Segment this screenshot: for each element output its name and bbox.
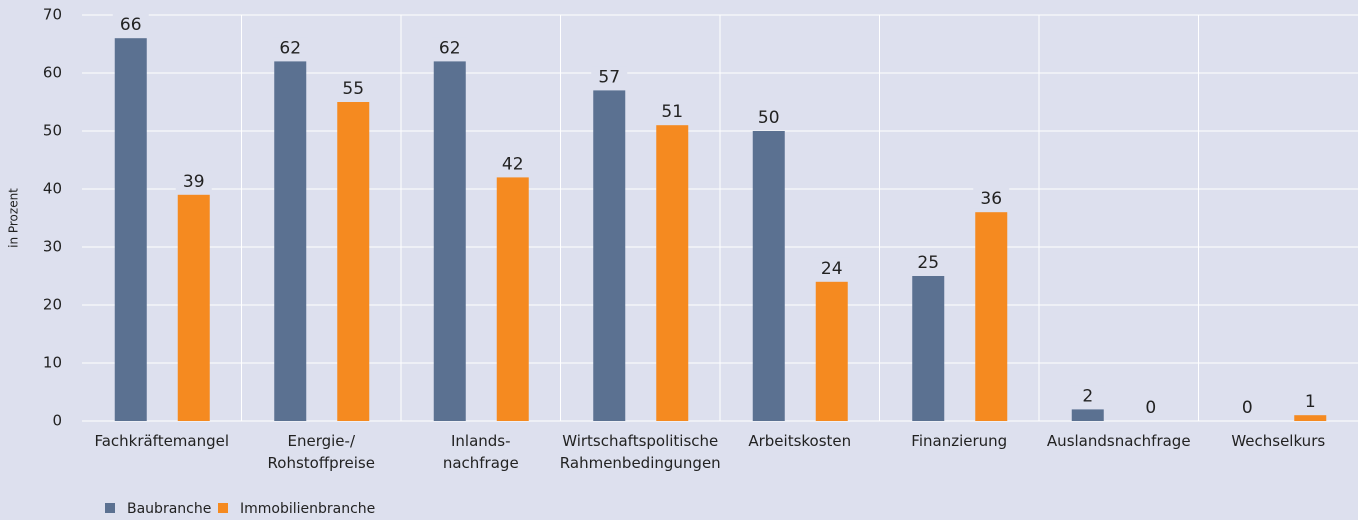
x-tick-label: Inlands-nachfrage bbox=[443, 432, 519, 472]
y-tick-label: 40 bbox=[43, 180, 62, 198]
y-tick-label: 30 bbox=[43, 238, 62, 256]
x-tick-label-line: Energie-/ bbox=[288, 432, 356, 450]
x-tick-label-line: Rahmenbedingungen bbox=[560, 454, 721, 472]
value-label: 0 bbox=[1145, 398, 1156, 418]
bar bbox=[656, 125, 689, 421]
bar bbox=[496, 177, 529, 421]
value-label: 24 bbox=[821, 259, 843, 279]
y-tick-label: 10 bbox=[43, 354, 62, 372]
value-label: 42 bbox=[502, 154, 524, 174]
value-label: 39 bbox=[183, 172, 205, 192]
value-label: 2 bbox=[1082, 386, 1093, 406]
x-tick-label-line: Wirtschaftspolitische bbox=[562, 432, 718, 450]
y-tick-label: 0 bbox=[52, 412, 62, 430]
x-tick-label-line: Auslandsnachfrage bbox=[1047, 432, 1191, 450]
value-label: 62 bbox=[439, 38, 461, 58]
value-label: 55 bbox=[342, 79, 364, 99]
value-label-bg bbox=[112, 14, 149, 35]
value-label-bg bbox=[910, 252, 947, 272]
value-label-bg bbox=[750, 107, 787, 127]
bar bbox=[975, 212, 1008, 421]
bar bbox=[815, 281, 848, 421]
x-tick-label: Energie-/ Rohstoffpreise bbox=[268, 432, 375, 472]
value-label-bg bbox=[1132, 397, 1169, 417]
value-label-bg bbox=[335, 78, 372, 98]
bar bbox=[593, 90, 626, 422]
value-label-bg bbox=[1229, 397, 1266, 417]
value-label: 0 bbox=[1242, 398, 1253, 418]
x-tick-label-line: Inlands- bbox=[451, 432, 511, 450]
bar bbox=[912, 276, 945, 421]
y-tick-label: 50 bbox=[43, 122, 62, 140]
value-label-bg bbox=[654, 101, 691, 122]
value-label: 62 bbox=[279, 38, 301, 58]
x-tick-label-line: Arbeitskosten bbox=[748, 432, 851, 450]
value-label-bg bbox=[591, 66, 628, 87]
y-tick-label: 70 bbox=[43, 6, 62, 24]
bar bbox=[1294, 415, 1327, 421]
x-tick-label-line: Wechselkurs bbox=[1231, 432, 1325, 450]
bar bbox=[1071, 409, 1104, 421]
value-label: 50 bbox=[758, 108, 780, 128]
legend-label: Baubranche bbox=[127, 501, 211, 517]
x-tick-label: Fachkräftemangel bbox=[94, 432, 229, 450]
value-label-bg bbox=[813, 257, 850, 278]
bar bbox=[177, 194, 210, 421]
value-label: 66 bbox=[120, 15, 142, 35]
bar bbox=[433, 61, 466, 422]
y-tick-label: 20 bbox=[43, 296, 62, 314]
x-tick-label-line: Fachkräftemangel bbox=[94, 432, 229, 450]
x-tick-label: Wechselkurs bbox=[1231, 432, 1325, 450]
value-label-bg bbox=[272, 37, 309, 58]
bar bbox=[274, 61, 307, 422]
value-label: 25 bbox=[917, 253, 939, 273]
bar bbox=[337, 102, 370, 421]
x-tick-label-line: Rohstoffpreise bbox=[268, 454, 375, 472]
value-label: 51 bbox=[661, 102, 683, 122]
x-tick-label-line: Finanzierung bbox=[911, 432, 1007, 450]
legend-label: Immobilienbranche bbox=[240, 501, 375, 517]
x-tick-label-line: nachfrage bbox=[443, 454, 519, 472]
value-label-bg bbox=[431, 37, 468, 58]
bar bbox=[752, 131, 785, 421]
value-label: 36 bbox=[980, 189, 1002, 209]
value-label-bg bbox=[494, 153, 531, 174]
x-tick-label: Auslandsnachfrage bbox=[1047, 432, 1191, 450]
value-label: 1 bbox=[1305, 392, 1316, 412]
legend-swatch bbox=[218, 503, 228, 513]
value-label-bg bbox=[973, 188, 1010, 209]
x-tick-label: Finanzierung bbox=[911, 432, 1007, 450]
x-tick-label: Arbeitskosten bbox=[748, 432, 851, 450]
legend-swatch bbox=[105, 503, 115, 513]
value-label-bg bbox=[175, 170, 212, 191]
value-label: 57 bbox=[598, 67, 620, 87]
y-tick-label: 60 bbox=[43, 64, 62, 82]
value-label-bg bbox=[1292, 391, 1329, 412]
x-tick-label: Wirtschaftspolitische Rahmenbedingungen bbox=[560, 432, 721, 472]
value-label-bg bbox=[1069, 385, 1106, 406]
bar bbox=[114, 38, 147, 421]
y-axis-label: in Prozent bbox=[7, 188, 21, 248]
